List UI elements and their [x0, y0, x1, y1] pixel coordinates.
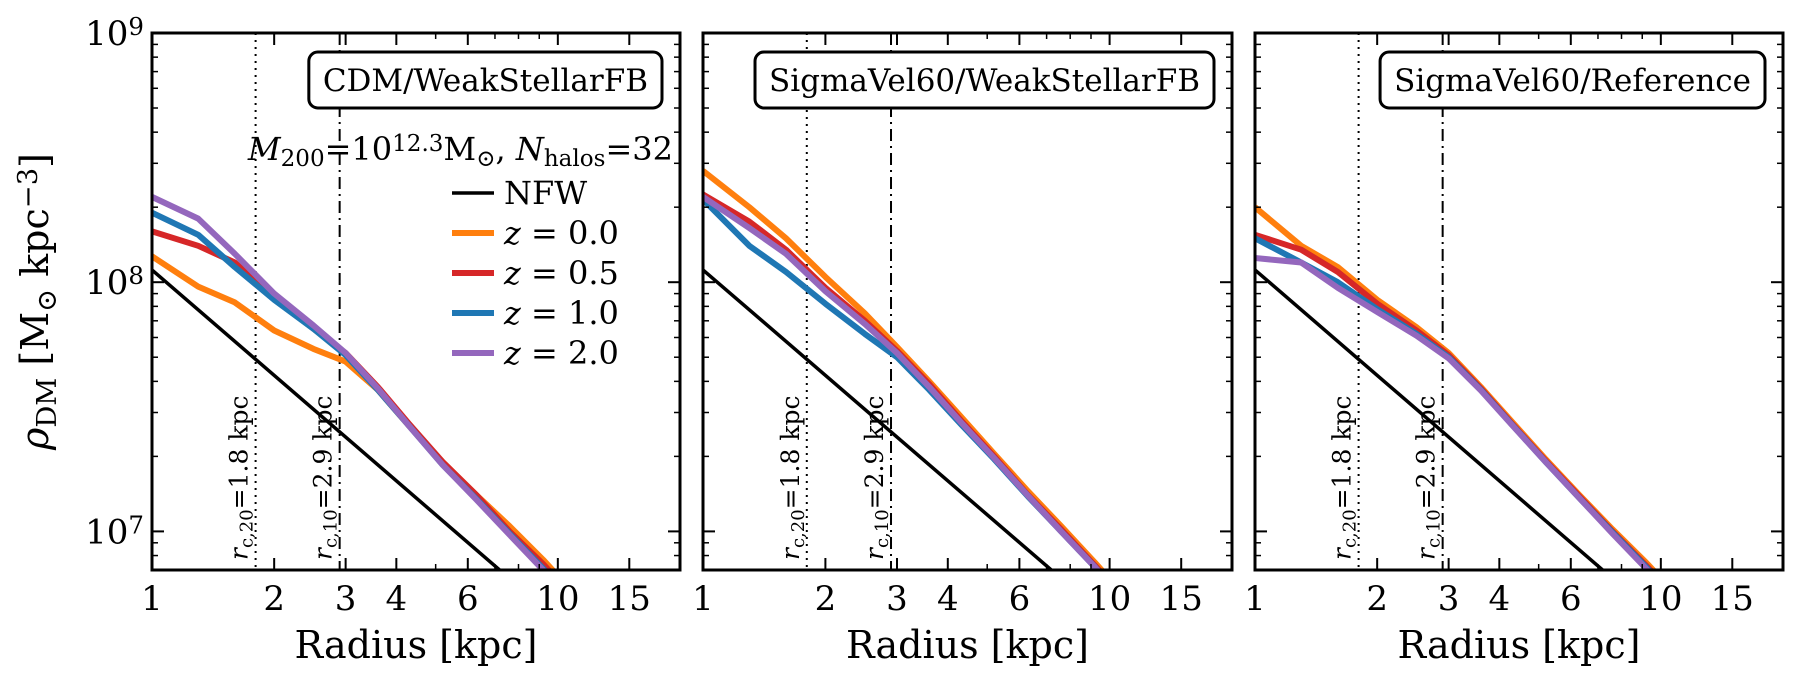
x-tick-label: 10	[1088, 579, 1131, 619]
vline-label-rc10: rc,10=2.9 kpc	[1412, 396, 1445, 560]
series-line-NFW	[152, 268, 503, 570]
vline-label-rc10: rc,10=2.9 kpc	[309, 396, 342, 560]
panel-title: CDM/WeakStellarFB	[323, 63, 648, 99]
x-tick-label: 4	[1489, 579, 1511, 619]
series-line-z1	[1255, 235, 1654, 570]
series-line-z2	[152, 194, 548, 570]
panel-title-box	[753, 50, 1216, 110]
plot-area	[152, 33, 557, 570]
y-tick-label: 108	[85, 262, 144, 304]
x-tick-label: 4	[386, 579, 408, 619]
x-tick-label: 1	[692, 579, 714, 619]
panel-3: rc,20=1.8 kpc rc,10=2.9 kpc 1 2 3 4 6 10 15 Radiu…	[1244, 31, 1785, 667]
panel-2: rc,20=1.8 kpc rc,10=2.9 kpc 1 2 3 4 6 10 15 Radiu…	[692, 31, 1234, 667]
panel-title: SigmaVel60/WeakStellarFB	[769, 63, 1200, 99]
legend-label-NFW: NFW	[504, 174, 587, 212]
y-tick-label: 109	[85, 12, 144, 54]
series-line-NFW	[703, 268, 1055, 570]
y-tick-label: 107	[85, 511, 144, 553]
x-axis-title: Radius [kpc]	[295, 623, 538, 667]
x-tick-label: 6	[1009, 579, 1031, 619]
x-tick-label: 1	[1244, 579, 1266, 619]
x-tick-label: 15	[608, 579, 651, 619]
x-tick-label: 6	[1560, 579, 1582, 619]
panel-title: SigmaVel60/Reference	[1394, 63, 1751, 99]
halo-info-text: M200=1012.3M⊙, Nhalos=32	[247, 130, 673, 172]
y-axis-title: ρDM [M⊙ kpc−3]	[13, 153, 63, 451]
legend-label-z1: z = 1.0	[503, 294, 619, 332]
legend-label-z2: z = 2.0	[503, 334, 619, 372]
vline-label-rc20: rc,20=1.8 kpc	[776, 396, 809, 560]
plot-area	[703, 33, 1106, 570]
series-line-NFW	[1255, 268, 1606, 570]
series-line-z05	[1255, 231, 1655, 570]
series-line-z2	[1255, 255, 1652, 570]
x-tick-label: 6	[457, 579, 479, 619]
plot-area	[1255, 33, 1658, 570]
x-tick-label: 15	[1711, 579, 1754, 619]
axes-frame	[150, 31, 682, 572]
x-axis-title: Radius [kpc]	[1398, 623, 1641, 667]
x-tick-label: 3	[1438, 579, 1460, 619]
legend-label-z05: z = 0.5	[503, 254, 619, 292]
series-line-z2	[703, 194, 1102, 570]
panel-title-box	[1378, 50, 1767, 110]
panel-1: rc,20=1.8 kpc rc,10=2.9 kpc 1 2 3 4 6 10 15 107 10…	[85, 12, 682, 667]
vline-label-rc20: rc,20=1.8 kpc	[225, 396, 258, 560]
series-line-z1	[703, 197, 1102, 570]
x-axis-title: Radius [kpc]	[846, 623, 1089, 667]
panel-title-box	[307, 50, 664, 110]
axes-frame	[701, 31, 1234, 572]
x-tick-label: 10	[536, 579, 579, 619]
axes-frame	[1253, 31, 1785, 572]
x-tick-label: 15	[1160, 579, 1203, 619]
x-tick-label: 2	[1366, 579, 1388, 619]
x-tick-label: 2	[815, 579, 837, 619]
x-tick-label: 1	[141, 579, 163, 619]
x-tick-label: 4	[937, 579, 959, 619]
x-tick-label: 3	[335, 579, 357, 619]
vline-label-rc10: rc,10=2.9 kpc	[860, 396, 893, 560]
legend-label-z0: z = 0.0	[503, 214, 619, 252]
x-tick-label: 2	[263, 579, 285, 619]
x-tick-label: 3	[886, 579, 908, 619]
vline-label-rc20: rc,20=1.8 kpc	[1328, 396, 1361, 560]
x-tick-label: 10	[1639, 579, 1682, 619]
